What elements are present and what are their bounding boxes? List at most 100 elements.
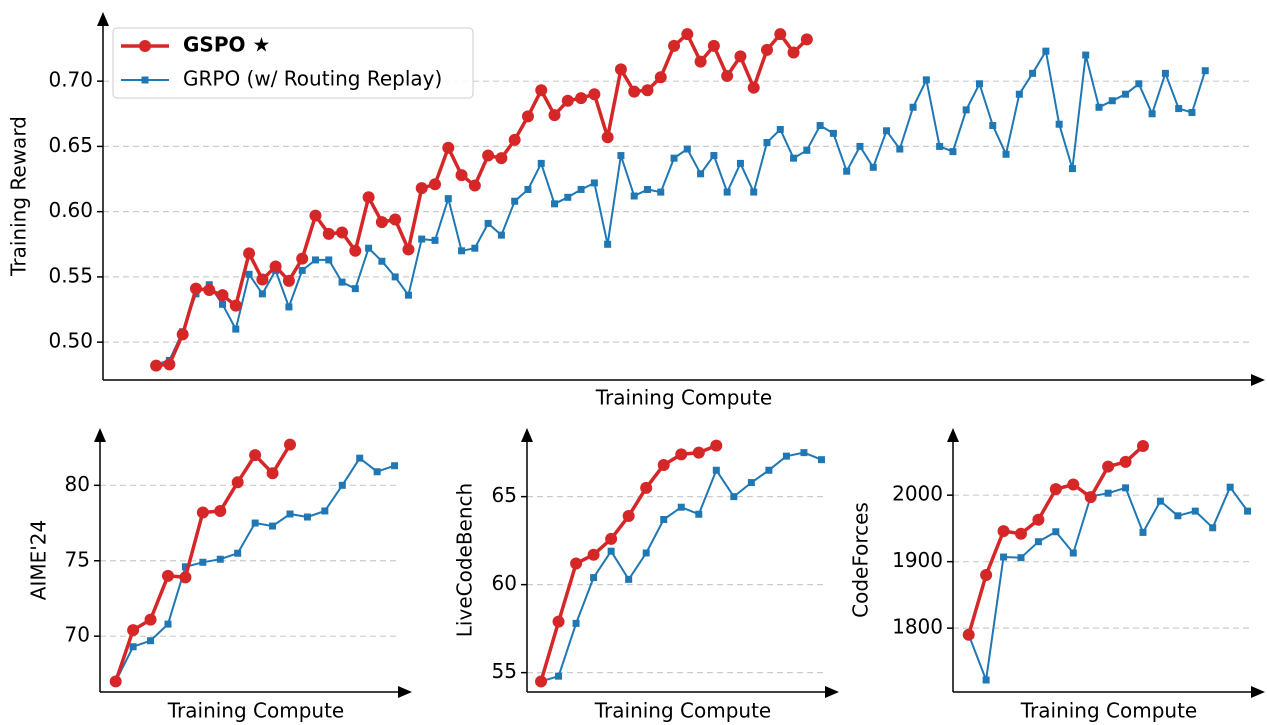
point bbox=[782, 452, 790, 460]
point bbox=[127, 624, 140, 637]
point bbox=[429, 178, 441, 191]
point bbox=[1108, 97, 1116, 105]
point bbox=[601, 131, 614, 144]
point bbox=[1068, 165, 1076, 173]
point bbox=[258, 290, 266, 298]
point bbox=[282, 274, 295, 287]
point bbox=[1049, 483, 1062, 496]
point bbox=[774, 28, 787, 41]
point bbox=[575, 92, 588, 105]
point bbox=[375, 216, 388, 229]
point bbox=[219, 300, 227, 308]
point bbox=[349, 244, 362, 257]
point bbox=[283, 438, 296, 451]
point bbox=[497, 231, 505, 239]
point bbox=[199, 558, 207, 566]
point bbox=[508, 133, 521, 146]
point bbox=[1148, 110, 1156, 118]
point bbox=[675, 448, 688, 461]
point bbox=[668, 39, 681, 52]
point bbox=[736, 159, 744, 167]
y-tick-label: 0.60 bbox=[48, 198, 93, 222]
point bbox=[710, 439, 723, 452]
point bbox=[351, 285, 359, 293]
x-axis-label: Training Compute bbox=[595, 386, 772, 410]
point bbox=[975, 80, 983, 88]
y-tick-label: 0.55 bbox=[48, 263, 93, 287]
series-line bbox=[539, 443, 717, 682]
point bbox=[707, 39, 720, 52]
point bbox=[196, 506, 209, 519]
point bbox=[829, 129, 837, 137]
point bbox=[231, 476, 244, 489]
point bbox=[389, 213, 402, 226]
point bbox=[1161, 69, 1169, 77]
point bbox=[482, 149, 495, 162]
point bbox=[511, 197, 519, 205]
point bbox=[677, 503, 685, 511]
point bbox=[856, 142, 864, 150]
point bbox=[765, 466, 773, 474]
point bbox=[189, 282, 202, 295]
point bbox=[362, 191, 375, 204]
point bbox=[721, 69, 734, 82]
point bbox=[997, 525, 1010, 538]
y-tick-label: 1800 bbox=[892, 615, 943, 639]
point bbox=[922, 76, 930, 84]
point bbox=[176, 328, 189, 341]
point bbox=[129, 643, 137, 651]
point bbox=[605, 532, 618, 545]
point bbox=[712, 466, 720, 474]
point bbox=[365, 244, 373, 252]
point bbox=[296, 252, 309, 265]
point bbox=[980, 568, 993, 581]
point bbox=[1084, 491, 1097, 504]
y-tick-label: 2000 bbox=[892, 482, 943, 506]
point bbox=[787, 46, 800, 59]
x-arrow bbox=[1251, 686, 1265, 698]
point bbox=[803, 146, 811, 154]
point bbox=[1139, 528, 1147, 536]
point bbox=[763, 138, 771, 146]
subplot: 70 75 80 Training Compute AIME'24 bbox=[27, 428, 412, 723]
point bbox=[269, 522, 277, 530]
point bbox=[561, 94, 574, 107]
point bbox=[266, 467, 279, 480]
point bbox=[657, 458, 670, 471]
point bbox=[643, 185, 651, 193]
point bbox=[455, 169, 468, 182]
y-tick-label: 60 bbox=[492, 571, 517, 595]
legend-box bbox=[112, 27, 474, 99]
point bbox=[243, 247, 256, 260]
point bbox=[249, 449, 262, 462]
point bbox=[1095, 103, 1103, 111]
point bbox=[564, 193, 572, 201]
point bbox=[657, 188, 665, 196]
y-tick-label: 1900 bbox=[892, 548, 943, 572]
point bbox=[776, 125, 784, 133]
point bbox=[1104, 489, 1112, 497]
point bbox=[150, 359, 163, 372]
series-line bbox=[540, 451, 822, 683]
point bbox=[336, 226, 349, 239]
x-arrow bbox=[398, 686, 412, 698]
point bbox=[285, 303, 293, 311]
point bbox=[683, 145, 691, 153]
point bbox=[607, 547, 615, 555]
point bbox=[458, 247, 466, 255]
point bbox=[588, 88, 601, 101]
point bbox=[962, 106, 970, 114]
point bbox=[311, 256, 319, 264]
point bbox=[378, 257, 386, 265]
point bbox=[1002, 150, 1010, 158]
point bbox=[1191, 507, 1199, 515]
point bbox=[989, 122, 997, 130]
point bbox=[617, 152, 625, 160]
point bbox=[468, 179, 481, 192]
x-axis-label: Training Compute bbox=[1020, 699, 1197, 723]
point bbox=[800, 33, 813, 46]
point bbox=[587, 548, 600, 561]
point bbox=[982, 676, 990, 684]
point bbox=[1052, 528, 1060, 536]
